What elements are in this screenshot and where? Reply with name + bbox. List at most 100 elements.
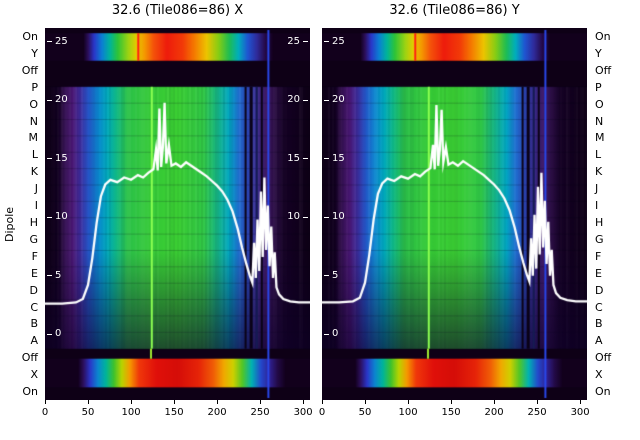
title-x: 32.6 (Tile086=86) X [111, 3, 244, 18]
row-label: Y [31, 46, 38, 60]
value-tick-label: 15 [287, 152, 300, 164]
value-tick-right: 25 [287, 36, 308, 48]
x-tick-label: 250 [250, 407, 270, 418]
x-tick-label: 50 [358, 407, 372, 418]
tick-mark [47, 41, 52, 43]
row-label: E [595, 266, 602, 280]
row-label: I [34, 199, 38, 213]
row-label: O [595, 97, 604, 111]
row-label: N [29, 114, 38, 128]
x-tick-mark [407, 400, 409, 404]
row-label: P [595, 80, 602, 94]
row-label: M [595, 131, 605, 145]
value-tick-label: 5 [332, 269, 339, 281]
value-tick-right: 15 [287, 153, 308, 165]
value-tick-label: 15 [55, 152, 68, 164]
row-label: On [22, 385, 38, 399]
value-tick-left: 10 [47, 211, 68, 223]
row-label: D [29, 283, 38, 297]
row-labels-right: On Y Off P O N M L K J I H G F E D C B A Off X On [591, 28, 637, 400]
row-label: Off [595, 351, 612, 365]
value-tick-label: 0 [332, 328, 339, 339]
value-tick-left: 25 [47, 36, 68, 48]
x-tick-label: 0 [318, 407, 326, 418]
x-tick-label: 250 [527, 407, 547, 418]
tick-mark [324, 158, 329, 160]
value-tick-right: 10 [287, 211, 308, 223]
row-labels-left: On Y Off P O N M L K J I H G F E D C B A Off X On [0, 28, 42, 400]
row-label: X [595, 368, 603, 382]
x-tick-label: 150 [441, 407, 461, 418]
x-tick-mark [87, 400, 89, 404]
tick-mark [324, 41, 329, 43]
title-y: 32.6 (Tile086=86) Y [389, 3, 520, 18]
value-tick-label: 25 [287, 35, 300, 47]
row-label: P [31, 80, 38, 94]
row-label: F [31, 249, 38, 263]
row-label: K [595, 165, 603, 179]
row-label: L [31, 148, 38, 162]
tick-mark [47, 333, 52, 335]
x-tick-mark [364, 400, 366, 404]
tick-mark [47, 216, 52, 218]
row-label: D [595, 283, 604, 297]
x-tick-label: 300 [570, 407, 590, 418]
value-tick-left: 0 [324, 328, 338, 340]
x-tick-mark [302, 400, 304, 404]
heatmap-canvas-y [322, 28, 587, 400]
value-tick-label: 5 [55, 269, 62, 281]
value-tick-right: 20 [287, 94, 308, 106]
row-label: J [34, 182, 38, 196]
row-label: M [28, 131, 39, 145]
row-label: Off [21, 351, 38, 365]
row-label: X [30, 368, 38, 382]
value-tick-label: 20 [287, 94, 300, 106]
x-tick-mark [216, 400, 218, 404]
value-tick-left: 25 [324, 36, 345, 48]
tick-mark [324, 275, 329, 277]
value-tick-left: 5 [324, 270, 338, 282]
panel-y-heatmap: 25 20 15 10 5 0 0 50 100 150 200 250 300 [319, 28, 590, 418]
tick-mark [303, 41, 308, 43]
row-label: G [29, 232, 38, 246]
x-tick-label: 50 [81, 407, 95, 418]
row-label: B [595, 317, 603, 331]
value-tick-label: 10 [55, 211, 68, 223]
x-tick-mark [259, 400, 261, 404]
x-tick-mark [450, 400, 452, 404]
row-label: A [595, 334, 603, 348]
row-label: H [595, 216, 604, 229]
x-tick-label: 100 [398, 407, 418, 418]
x-tick-mark [579, 400, 581, 404]
value-tick-label: 20 [55, 94, 68, 106]
value-tick-left: 15 [47, 153, 68, 165]
row-label: O [29, 97, 38, 111]
x-tick-label: 200 [207, 407, 227, 418]
tick-mark [303, 158, 308, 160]
tick-mark [47, 275, 52, 277]
row-label: A [30, 334, 38, 348]
tick-mark [303, 99, 308, 101]
value-tick-label: 25 [55, 35, 68, 47]
x-tick-mark [536, 400, 538, 404]
row-label: H [29, 216, 38, 229]
row-label: On [22, 30, 38, 43]
x-tick-mark [173, 400, 175, 404]
x-tick-mark [130, 400, 132, 404]
row-label: C [595, 300, 603, 314]
tick-mark [47, 99, 52, 101]
panel-x-heatmap: 25 20 15 10 5 0 25 20 15 10 0 50 100 150 200 250 300 [42, 28, 313, 418]
row-label: Off [595, 63, 612, 77]
row-label: N [595, 114, 604, 128]
value-tick-left: 20 [47, 94, 68, 106]
x-tick-label: 150 [164, 407, 184, 418]
row-label: F [595, 249, 602, 263]
row-label: L [595, 148, 602, 162]
heatmap-canvas-x [45, 28, 310, 400]
value-tick-label: 15 [332, 152, 345, 164]
row-label: Y [595, 46, 602, 60]
value-tick-left: 5 [47, 270, 61, 282]
row-label: K [30, 165, 38, 179]
value-tick-label: 10 [287, 211, 300, 223]
row-label: On [595, 385, 611, 399]
